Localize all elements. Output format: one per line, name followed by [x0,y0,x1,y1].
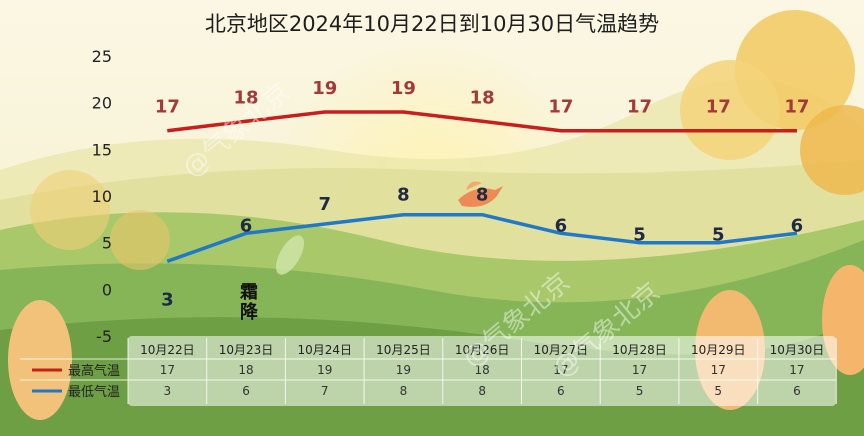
data-label: 6 [240,215,253,236]
data-label: 3 [161,289,174,310]
table-value: 8 [478,384,486,398]
table-value: 5 [636,384,644,398]
table-value: 7 [321,384,329,398]
series-lines [166,110,798,263]
table-value: 17 [632,363,647,377]
x-tick-label: 10月30日 [770,343,825,357]
y-axis: -5 0 5 10 15 20 25 [92,47,112,346]
table-value: 17 [711,363,726,377]
data-label: 17 [548,97,573,118]
table-value: 17 [553,363,568,377]
table-value: 6 [242,384,250,398]
table-value: 6 [557,384,565,398]
x-tick-label: 10月26日 [455,343,510,357]
x-tick-label: 10月23日 [219,343,274,357]
y-tick-label: 20 [92,94,112,113]
data-label: 5 [633,225,646,246]
data-table: 10月22日 10月23日 10月24日 10月25日 10月26日 10月27日 10月2… [20,338,837,404]
solar-term-seal: 霜降 [240,282,258,323]
x-tick-label: 10月25日 [376,343,431,357]
table-value: 6 [793,384,801,398]
y-tick-label: 10 [92,187,112,206]
data-label: 17 [784,97,809,118]
legend-label: 最低气温 [68,384,120,400]
high-temp-line [167,110,797,133]
table-value: 17 [789,363,804,377]
data-label: 18 [470,87,495,108]
data-labels: 17 18 19 19 18 17 17 17 17 3 6 7 8 8 6 5 5 6 [155,78,810,310]
data-label: 7 [318,194,331,215]
table-value: 3 [164,384,172,398]
data-label: 17 [706,97,731,118]
data-label: 19 [312,78,337,99]
x-tick-label: 10月22日 [140,343,195,357]
chart-title: 北京地区2024年10月22日到10月30日气温趋势 [204,12,660,36]
legend-label: 最高气温 [68,363,120,379]
y-tick-label: 25 [92,47,112,66]
data-label: 17 [627,97,652,118]
data-label: 17 [155,97,180,118]
table-value: 19 [317,363,332,377]
data-label: 8 [397,185,410,206]
data-label: 5 [712,225,725,246]
x-tick-label: 10月27日 [534,343,589,357]
table-value: 5 [714,384,722,398]
y-tick-label: 5 [102,234,112,253]
table-value: 19 [396,363,411,377]
x-tick-label: 10月24日 [297,343,352,357]
x-tick-label: 10月28日 [612,343,667,357]
data-label: 19 [391,78,416,99]
table-value: 18 [475,363,490,377]
y-tick-label: -5 [96,327,112,346]
y-tick-label: 0 [102,280,112,299]
table-value: 8 [400,384,408,398]
x-tick-label: 10月29日 [691,343,746,357]
low-temp-line [166,212,798,263]
data-label: 8 [476,185,489,206]
y-tick-label: 15 [92,140,112,159]
table-value: 17 [160,363,175,377]
data-label: 6 [555,215,568,236]
table-value: 18 [238,363,253,377]
data-label: 6 [791,215,804,236]
data-label: 18 [234,87,259,108]
data-table-background [128,336,836,406]
